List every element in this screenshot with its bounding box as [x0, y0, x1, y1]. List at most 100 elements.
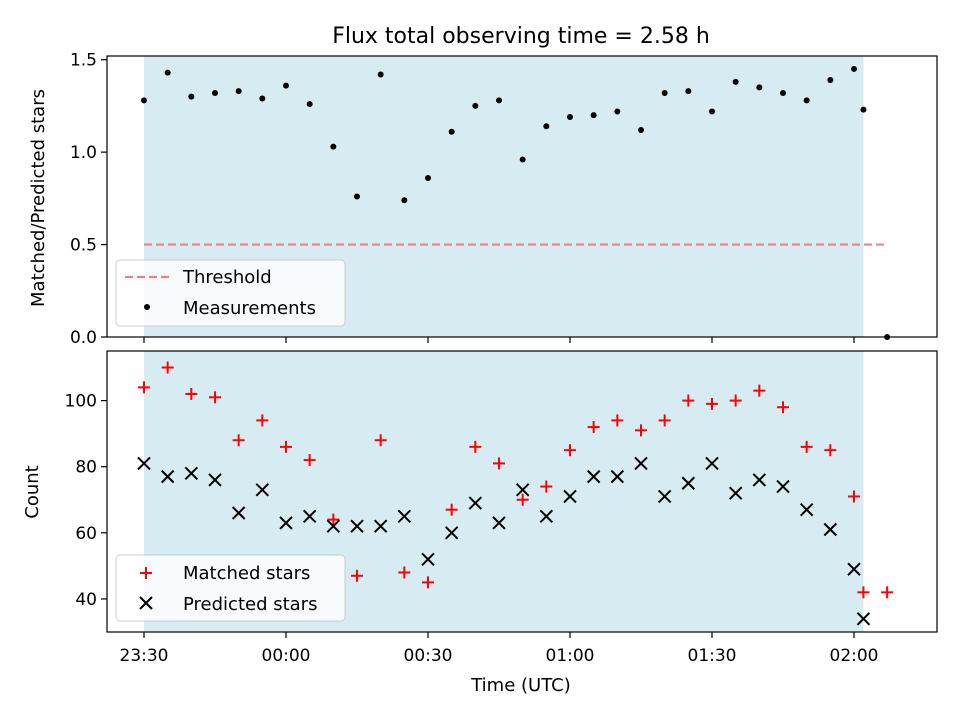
chart-title: Flux total observing time = 2.58 h: [332, 24, 710, 49]
predicted-star-point: [492, 516, 506, 530]
matched-star-point: [303, 454, 316, 467]
matched-star-point: [824, 444, 837, 457]
measurement-point: [851, 65, 857, 72]
predicted-star-point: [231, 506, 246, 520]
measurement-point: [567, 114, 573, 121]
predicted-star-point: [681, 476, 696, 490]
matched-star-point: [398, 566, 411, 579]
matched-star-point: [658, 414, 671, 427]
top-y-tick-label: 0.5: [70, 236, 97, 256]
top-y-axis-label: Matched/Predicted stars: [28, 89, 49, 307]
measurement-point: [709, 108, 715, 115]
bottom-y-tick-label: 60: [75, 524, 97, 544]
matched-star-point: [635, 424, 647, 437]
measurement-point: [661, 89, 668, 96]
predicted-star-point: [539, 509, 554, 524]
predicted-star-point: [208, 473, 222, 487]
legend-matched-swatch: [140, 567, 152, 579]
top-plot-frame: [106, 55, 938, 338]
predicted-star-point: [657, 489, 672, 504]
predicted-star-point: [776, 479, 790, 494]
top-y-tick-label: 1.0: [70, 143, 97, 163]
predicted-star-point: [373, 519, 388, 533]
legend-matched-label: Matched stars: [183, 563, 310, 584]
measurement-point: [472, 102, 479, 109]
matched-star-point: [753, 384, 766, 397]
measurement-point: [860, 106, 867, 113]
measurement-point: [401, 197, 408, 204]
legend-measurements-swatch: [144, 304, 150, 310]
matched-star-point: [185, 387, 198, 400]
measurement-point: [590, 112, 597, 119]
matched-star-point: [445, 503, 458, 516]
predicted-star-point: [137, 456, 151, 471]
predicted-star-point: [397, 509, 412, 524]
matched-star-point: [777, 401, 789, 414]
x-tick-label: 23:30: [120, 646, 169, 666]
matched-star-point: [564, 444, 576, 457]
bottom-plot-frame: [106, 350, 938, 633]
x-tick-label: 01:30: [688, 646, 737, 666]
predicted-star-point: [444, 526, 459, 540]
matched-star-point: [540, 480, 553, 493]
measurement-point: [188, 93, 195, 100]
matched-star-point: [729, 394, 742, 407]
measurement-point: [235, 88, 242, 95]
matched-star-point: [587, 421, 600, 434]
matched-star-point: [138, 381, 150, 394]
predicted-star-point: [610, 469, 625, 484]
top-y-tick-label: 1.5: [70, 51, 97, 71]
measurement-point: [803, 97, 810, 104]
measurement-point: [164, 69, 171, 76]
measurement-point: [377, 71, 384, 78]
measurement-point: [212, 89, 218, 96]
matched-stars-series: [138, 361, 894, 599]
measurement-point: [425, 175, 431, 182]
matched-star-point: [327, 513, 340, 526]
measurement-point: [283, 82, 289, 89]
top-y-tick-label: 0.0: [70, 328, 97, 348]
legend-measurements-label: Measurements: [183, 298, 316, 319]
matched-star-point: [161, 361, 174, 374]
predicted-stars-series: [137, 456, 871, 626]
measurement-point: [780, 89, 786, 96]
predicted-star-point: [563, 489, 577, 504]
legend-threshold-label: Threshold: [182, 267, 272, 288]
legend-predicted-swatch: [139, 596, 153, 610]
bottom-panel: 40 60 80 100 23:30 00:00 00:30 01:00 01:30 02:00…: [22, 350, 938, 696]
predicted-star-point: [799, 502, 814, 517]
measurement-point: [354, 193, 360, 200]
matched-star-point: [881, 586, 894, 599]
measurement-point: [638, 126, 644, 133]
matched-star-point: [848, 490, 860, 503]
matched-star-point: [374, 434, 387, 447]
matched-star-point: [611, 414, 624, 427]
x-tick-label: 01:00: [546, 646, 595, 666]
x-axis-label: Time (UTC): [470, 675, 571, 696]
predicted-star-point: [847, 562, 861, 576]
matched-star-point: [422, 576, 434, 589]
predicted-star-point: [752, 473, 767, 487]
x-tick-label: 00:30: [404, 646, 453, 666]
top-legend: Threshold Measurements: [115, 259, 346, 327]
matched-star-point: [232, 434, 245, 447]
measurement-point: [732, 78, 739, 85]
matched-star-point: [706, 397, 718, 410]
measurement-point: [306, 101, 313, 108]
measurement-point: [330, 143, 337, 150]
measurement-point: [756, 84, 763, 91]
measurement-point: [614, 108, 621, 115]
x-tick-label: 02:00: [830, 646, 879, 666]
predicted-star-point: [350, 519, 364, 533]
matched-star-point: [493, 457, 505, 470]
measurement-point: [543, 123, 550, 130]
predicted-star-point: [326, 519, 341, 533]
predicted-star-point: [856, 612, 871, 626]
bottom-y-axis-label: Count: [22, 465, 43, 518]
measurement-point: [496, 97, 502, 104]
matched-star-point: [469, 440, 482, 453]
matched-star-point: [280, 440, 292, 453]
top-legend-box: [115, 259, 346, 327]
bottom-y-tick-label: 80: [75, 458, 97, 478]
